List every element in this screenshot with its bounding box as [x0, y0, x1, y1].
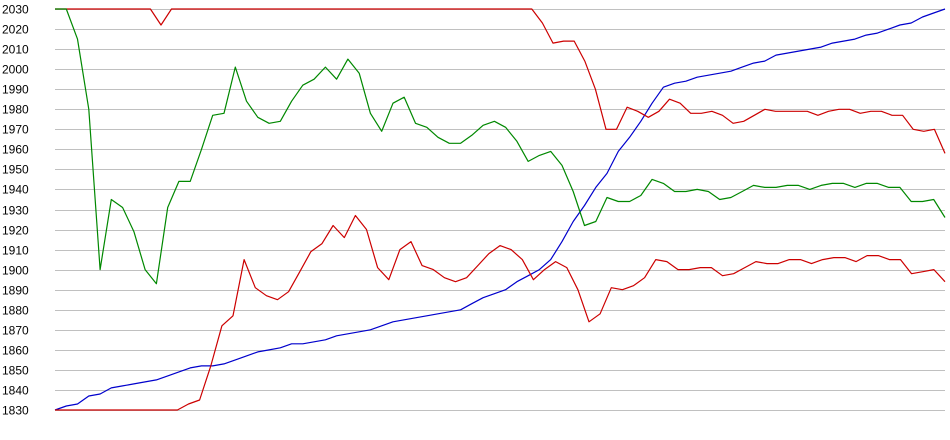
- y-tick-label: 1910: [2, 244, 29, 258]
- series-line-3: [55, 8, 946, 285]
- y-tick-label: 1940: [2, 183, 29, 197]
- y-tick-label: 2000: [2, 63, 29, 77]
- gridlines: [55, 9, 945, 411]
- y-tick-label: 1990: [2, 83, 29, 97]
- series-line-4: [55, 214, 946, 411]
- series-lines: [54, 8, 946, 411]
- y-tick-label: 1850: [2, 364, 29, 378]
- series-line-1: [54, 8, 946, 411]
- y-tick-label: 1870: [2, 324, 29, 338]
- y-tick-label: 1950: [2, 163, 29, 177]
- y-tick-label: 2010: [2, 43, 29, 57]
- y-tick-label: 1930: [2, 204, 29, 218]
- y-tick-label: 2030: [2, 3, 29, 17]
- y-tick-label: 1960: [2, 143, 29, 157]
- series-line-2: [55, 8, 946, 154]
- y-tick-label: 1970: [2, 123, 29, 137]
- y-tick-label: 1900: [2, 264, 29, 278]
- y-tick-label: 2020: [2, 23, 29, 37]
- y-tick-label: 1830: [2, 404, 29, 418]
- y-axis-tick-labels: 1830 1840 1850 1860 1870 1880 1890 1900 1910 1920…: [2, 3, 29, 418]
- y-tick-label: 1890: [2, 284, 29, 298]
- y-tick-label: 1980: [2, 103, 29, 117]
- y-tick-label: 1860: [2, 344, 29, 358]
- y-tick-label: 1840: [2, 384, 29, 398]
- y-tick-label: 1920: [2, 224, 29, 238]
- y-tick-label: 1880: [2, 304, 29, 318]
